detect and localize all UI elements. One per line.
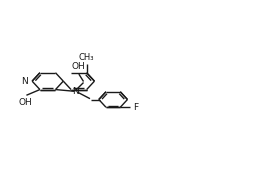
Text: OH: OH — [72, 62, 86, 71]
Text: CH₃: CH₃ — [79, 53, 94, 63]
Text: F: F — [133, 103, 139, 112]
Text: N: N — [72, 87, 79, 96]
Text: N: N — [21, 77, 28, 86]
Text: OH: OH — [18, 98, 32, 107]
